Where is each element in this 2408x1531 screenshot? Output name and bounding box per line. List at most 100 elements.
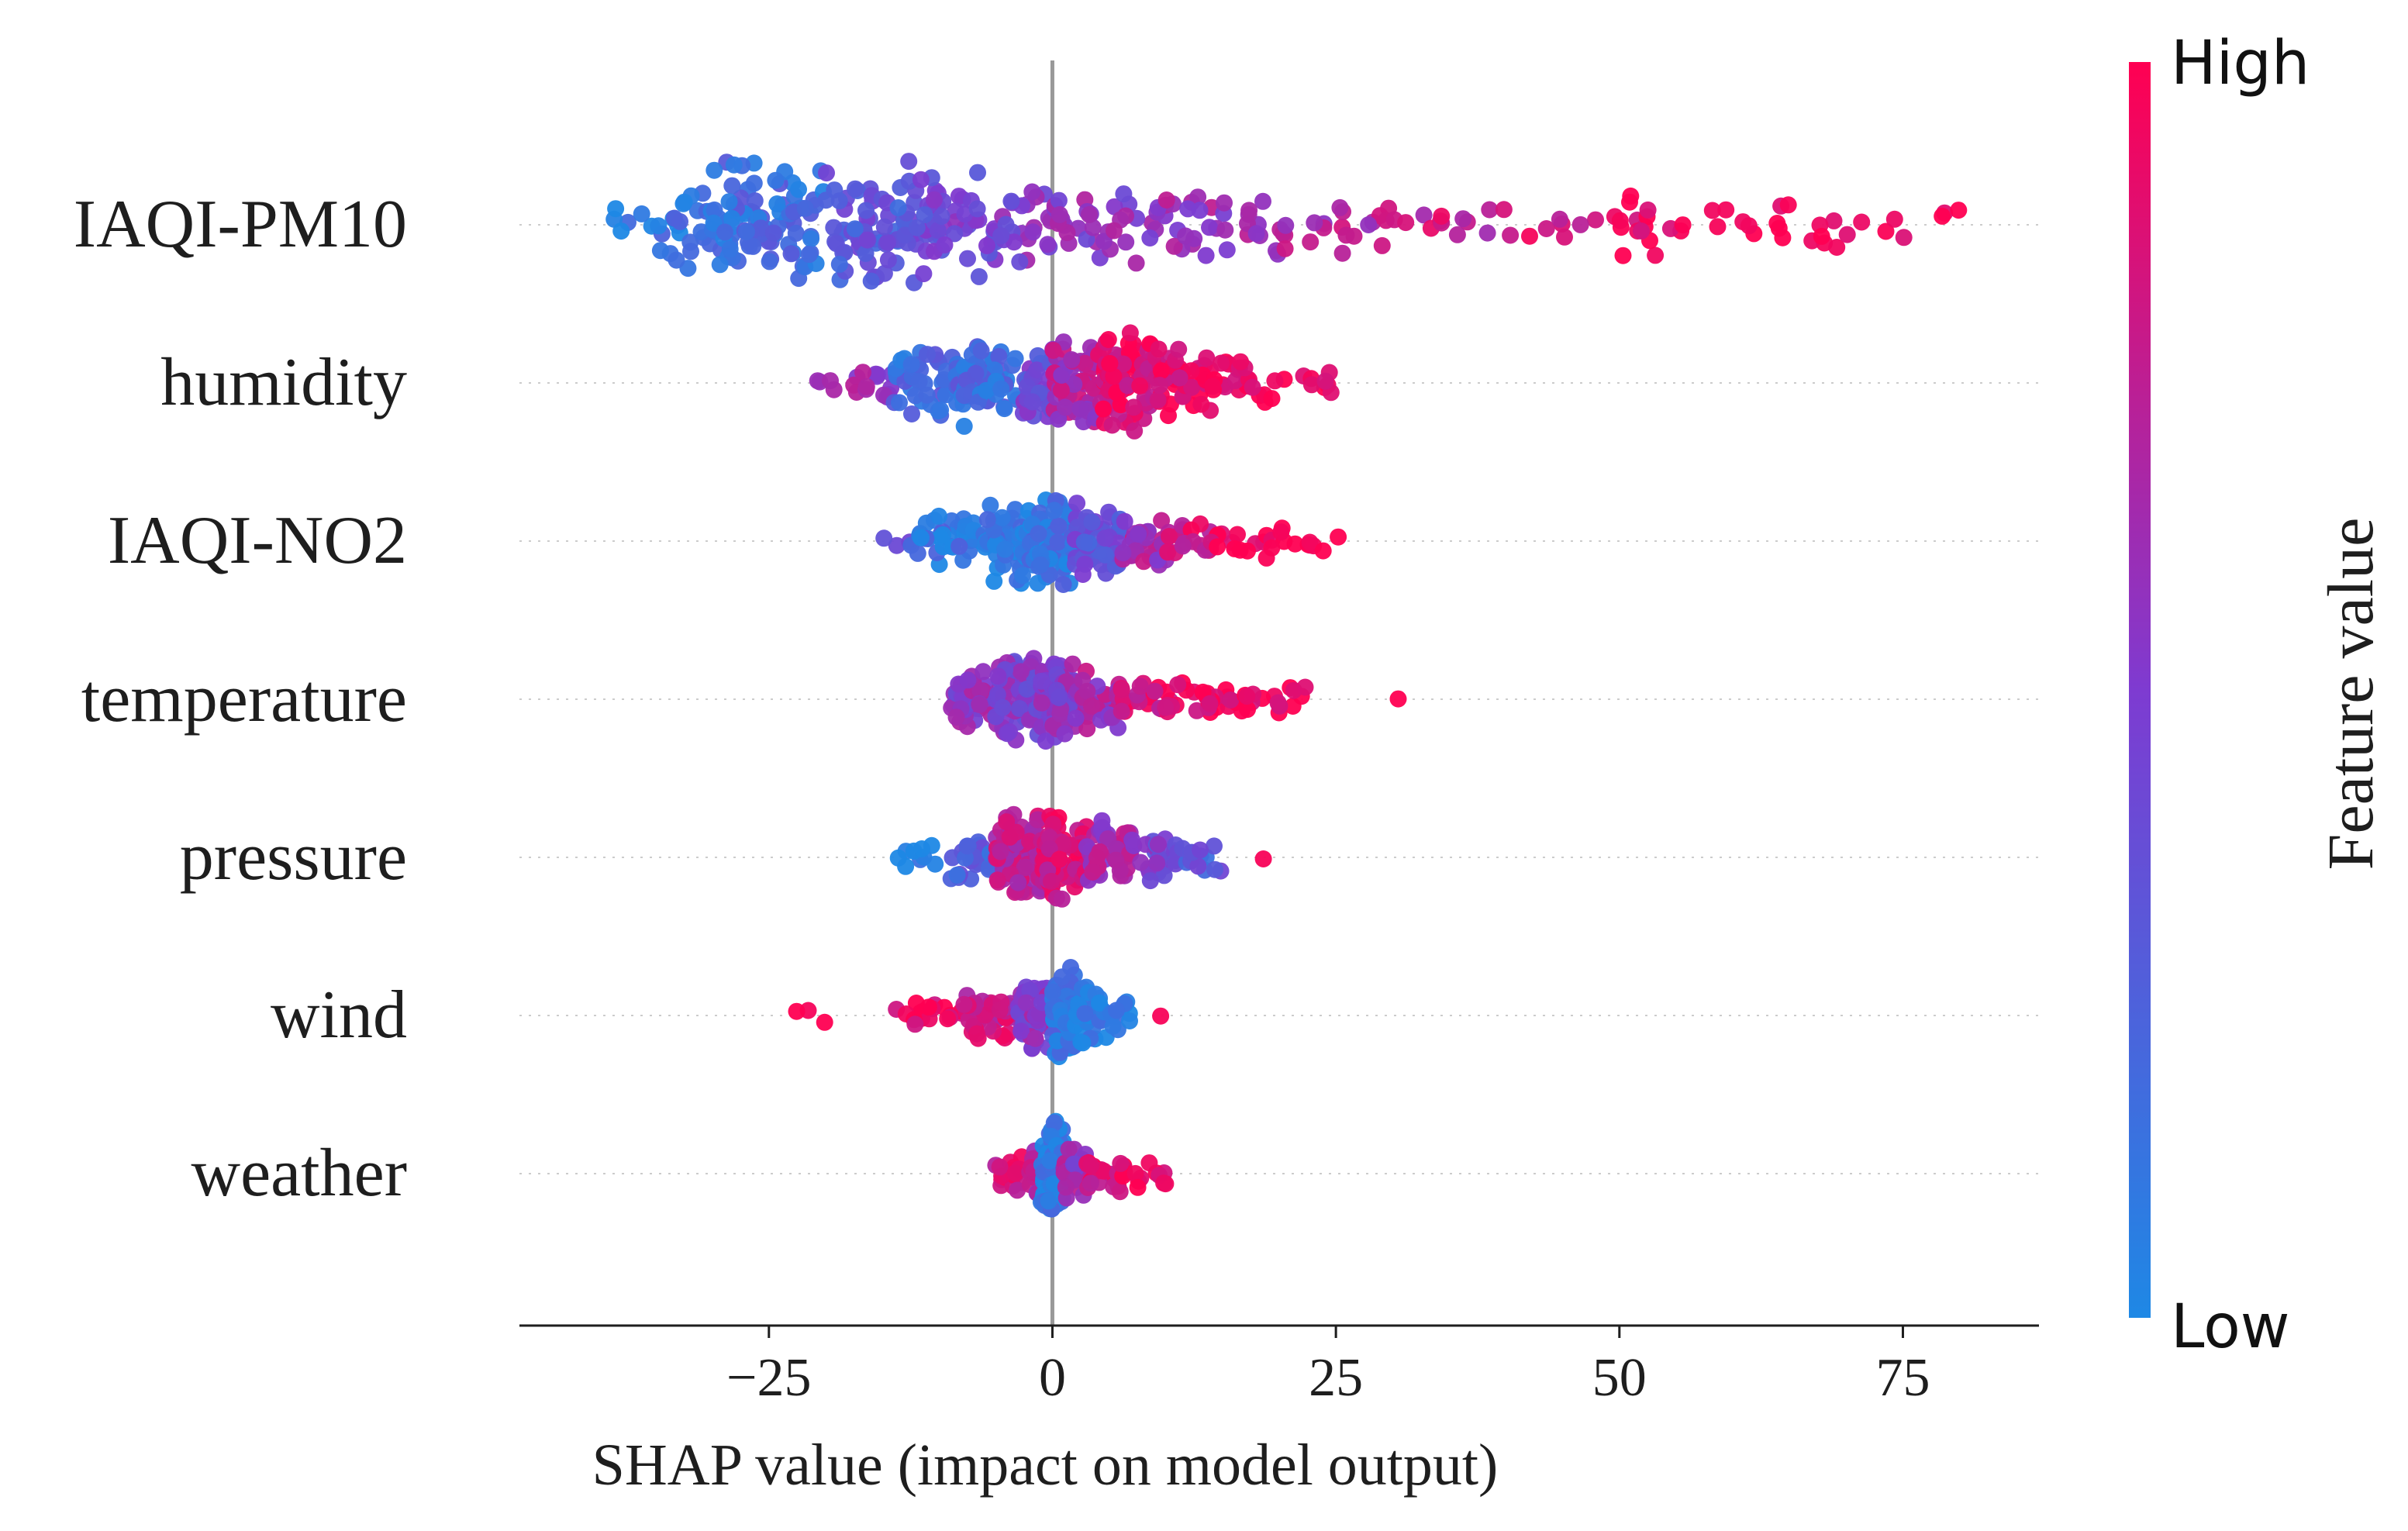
shap-point [1103,416,1121,434]
shap-point [1157,698,1175,716]
shap-point [1101,354,1119,372]
shap-point [1023,393,1041,411]
shap-point [1302,233,1320,251]
shap-point [1115,185,1133,203]
shap-point [1171,369,1188,387]
shap-point [1229,526,1246,543]
shap-point [1885,210,1903,228]
x-tick-label: 75 [1875,1348,1930,1408]
shap-point [1105,367,1123,385]
shap-point [934,526,952,543]
shap-point [1331,198,1349,216]
shap-point [1159,543,1177,561]
shap-point [1521,227,1538,245]
shap-point [1057,398,1074,416]
shap-point [913,840,930,857]
shap-point [802,230,820,247]
shap-point [1129,1178,1147,1196]
shap-point [1009,1181,1026,1199]
shap-point [721,240,739,258]
shap-point [1895,229,1913,247]
shap-point [1039,236,1057,253]
shap-point [875,264,893,282]
shap-point [1033,694,1050,712]
shap-point [827,235,845,253]
shap-point [1433,207,1451,225]
shap-point [1063,351,1081,368]
feature-row-points [889,805,1272,908]
shap-point [1397,214,1415,232]
shap-point [782,245,800,263]
shap-point [1191,202,1209,219]
shap-point [1029,574,1047,592]
shap-point [908,219,926,236]
shap-point [1454,210,1472,228]
shap-point [857,202,875,219]
shap-point [1306,214,1323,232]
shap-point [1157,191,1175,209]
feature-row-points [987,1112,1175,1218]
shap-point [947,709,965,726]
shap-point [1126,422,1144,440]
shap-point [1076,354,1094,372]
shap-point [1050,205,1068,223]
shap-point [1076,555,1094,573]
shap-point [910,373,928,391]
shap-point [1044,983,1061,1001]
shap-point [1084,219,1102,236]
shap-point [1012,663,1030,681]
shap-point [1111,1183,1129,1201]
shap-point [651,242,669,260]
shap-point [1155,867,1173,884]
shap-point [818,164,835,182]
shap-point [1060,1140,1078,1158]
shap-point [889,199,907,216]
shap-point [1007,823,1025,841]
shap-point [1621,193,1638,211]
shap-point [1017,994,1035,1012]
shap-point [723,177,741,195]
shap-point [1096,529,1114,547]
shap-point [1130,526,1147,543]
shap-point [1934,207,1951,225]
shap-point [934,538,952,556]
shap-point [1333,244,1351,262]
shap-point [1065,375,1083,393]
shap-point [1232,353,1250,371]
shap-point [955,417,973,435]
shap-point [858,231,876,249]
shap-point [1050,850,1068,868]
shap-point [1218,241,1236,259]
shap-point [816,1013,833,1031]
shap-point [1116,512,1133,530]
shap-point [830,192,848,210]
shap-point [1037,733,1054,750]
shap-point [878,233,896,251]
shap-point [1058,224,1076,242]
shap-point [847,180,864,198]
shap-point [989,667,1007,685]
shap-point [968,200,986,218]
shap-point [1537,220,1555,237]
shap-point [1286,535,1304,553]
shap-point [1169,676,1187,694]
shap-point [978,511,996,529]
shap-point [1152,1007,1170,1025]
shap-point [1216,221,1234,239]
shap-point [1284,698,1302,715]
shap-point [1067,709,1085,727]
shap-point [1106,222,1123,240]
shap-point [1647,247,1665,264]
shap-point [950,537,968,555]
shap-point [1044,341,1062,359]
feature-row-points [875,491,1347,593]
shap-point [857,245,875,262]
shap-point [1703,202,1721,219]
shap-point [1717,201,1735,219]
shap-point [1057,1178,1075,1196]
shap-point [1146,682,1164,700]
shap-point [725,156,743,174]
shap-point [1068,495,1086,512]
shap-point [879,251,897,269]
